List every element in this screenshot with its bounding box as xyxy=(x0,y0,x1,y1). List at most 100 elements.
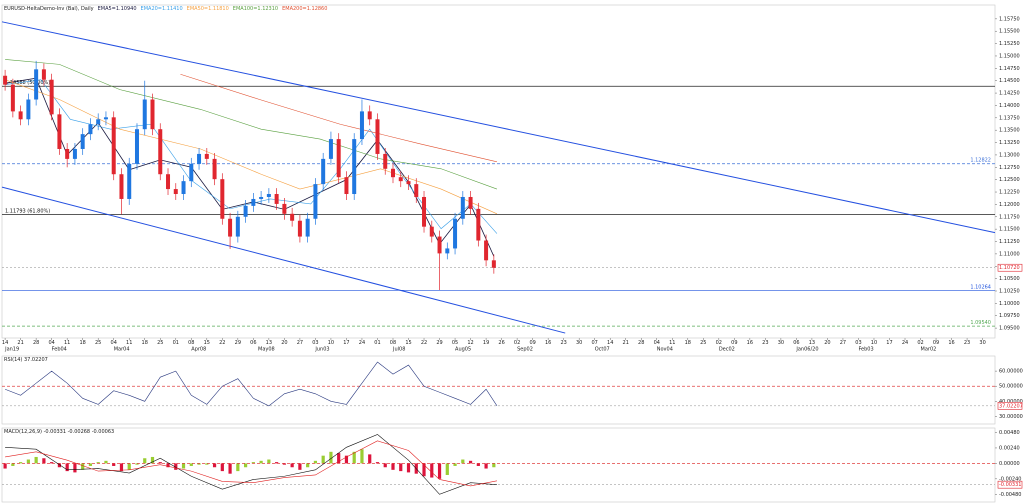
candle-body xyxy=(197,153,202,164)
x-tick-label: 18 xyxy=(685,340,691,346)
y-tick-label: 50.00000 xyxy=(999,384,1023,390)
histogram-bar xyxy=(57,463,62,468)
x-tick-label: 02 xyxy=(514,340,520,346)
x-tick-label: 11 xyxy=(64,340,70,346)
month-label: Dec02 xyxy=(719,347,735,353)
panel-frame xyxy=(1,427,996,503)
histogram-bar xyxy=(50,462,54,464)
candle-body xyxy=(484,240,489,261)
x-tick-label: 28 xyxy=(638,340,644,346)
candle-body xyxy=(290,213,295,221)
candle-body xyxy=(367,111,372,120)
candle-body xyxy=(26,99,31,120)
candle-body xyxy=(72,148,77,159)
histogram-bar xyxy=(81,463,85,470)
histogram-bar xyxy=(65,463,69,472)
y-tick-label: 1.09500 xyxy=(999,326,1020,332)
candle-body xyxy=(274,194,279,204)
candle-body xyxy=(414,184,419,197)
candle-body xyxy=(10,84,15,112)
histogram-bar xyxy=(476,463,480,466)
level-label: 1.11793 (61.80%) xyxy=(5,209,50,215)
x-tick-label: 01 xyxy=(173,340,179,346)
x-tick-label: 12 xyxy=(467,340,473,346)
candle-body xyxy=(313,184,318,219)
candle-body xyxy=(80,134,85,149)
candle-body xyxy=(321,158,326,185)
x-tick-label: 11 xyxy=(126,340,132,346)
x-tick-label: 14 xyxy=(2,340,8,346)
histogram-bar xyxy=(275,462,279,464)
y-tick-label: 1.12000 xyxy=(999,202,1020,208)
candle-body xyxy=(204,153,209,159)
x-tick-label: 03 xyxy=(855,340,861,346)
x-tick-label: 22 xyxy=(219,340,225,346)
title: EURUSD-HeltaDemo-Inv (Bal), Daily xyxy=(4,6,94,12)
x-tick-label: 27 xyxy=(297,340,303,346)
x-tick-label: 17 xyxy=(343,340,349,346)
histogram-bar xyxy=(189,463,193,466)
y-tick-label: 1.12750 xyxy=(999,165,1020,171)
x-tick-label: 13 xyxy=(809,340,815,346)
candle-body xyxy=(243,205,248,217)
candle-body xyxy=(336,139,341,178)
panel-frame xyxy=(1,4,996,339)
histogram-bar xyxy=(430,463,434,478)
x-tick-label: 21 xyxy=(17,340,23,346)
histogram-bar xyxy=(306,463,310,468)
histogram-bar xyxy=(73,463,77,473)
candle-body xyxy=(49,79,54,115)
month-label: Nov04 xyxy=(657,347,673,353)
x-tick-label: 16 xyxy=(747,340,753,346)
y-tick-label: 1.12500 xyxy=(999,177,1020,183)
x-tick-label: 24 xyxy=(359,340,365,346)
month-label: Mar02 xyxy=(921,347,937,353)
x-tick-label: 30 xyxy=(778,340,784,346)
legend-entry: EMA5=1.10940 xyxy=(98,6,137,12)
month-label: Oct07 xyxy=(595,347,610,353)
candle-body xyxy=(359,111,364,140)
histogram-bar xyxy=(259,460,263,464)
x-tick-label: 04 xyxy=(654,340,660,346)
y-tick-label: 1.10250 xyxy=(999,288,1020,294)
histogram-bar xyxy=(383,463,387,468)
candle-body xyxy=(390,168,395,178)
legend-entry: EMA100=1.12310 xyxy=(233,6,278,12)
x-tick-label: 02 xyxy=(716,340,722,346)
level-label: 1.14388 (50.00%) xyxy=(5,80,50,86)
x-tick-label: 08 xyxy=(390,340,396,346)
y-tick-label: 1.09750 xyxy=(999,313,1020,319)
level-label: 1.09540 xyxy=(970,320,991,326)
x-tick-label: 14 xyxy=(607,340,613,346)
x-tick-label: 05 xyxy=(452,340,458,346)
y-tick-label: 0.00480 xyxy=(999,430,1020,436)
candle-body xyxy=(96,119,101,125)
histogram-bar xyxy=(437,463,442,479)
x-tick-label: 30 xyxy=(979,340,985,346)
candle-body xyxy=(158,129,163,175)
histogram-bar xyxy=(158,462,162,464)
candle-body xyxy=(166,174,171,190)
month-label: Aug05 xyxy=(455,347,471,353)
candle-body xyxy=(34,69,39,100)
histogram-bar xyxy=(42,458,46,464)
y-tick-label: 1.14500 xyxy=(999,78,1020,84)
histogram-bar xyxy=(492,463,496,468)
candle-body xyxy=(352,139,357,195)
candle-body xyxy=(119,174,124,199)
y-tick-label: 1.13000 xyxy=(999,152,1020,158)
x-tick-label: 11 xyxy=(669,340,675,346)
candle-body xyxy=(41,69,46,80)
month-label: Jan06/20 xyxy=(795,347,818,353)
x-tick-label: 15 xyxy=(204,340,210,346)
histogram-bar xyxy=(298,463,302,470)
y-tick-label: 1.14250 xyxy=(999,91,1020,97)
x-tick-label: 16 xyxy=(948,340,954,346)
y-tick-label: 1.13250 xyxy=(999,140,1020,146)
x-tick-label: 30 xyxy=(576,340,582,346)
y-tick-label: 60.00000 xyxy=(999,369,1023,375)
line-series xyxy=(180,73,498,163)
x-tick-label: 15 xyxy=(405,340,411,346)
candle-body xyxy=(383,153,388,169)
histogram-bar xyxy=(112,463,116,466)
